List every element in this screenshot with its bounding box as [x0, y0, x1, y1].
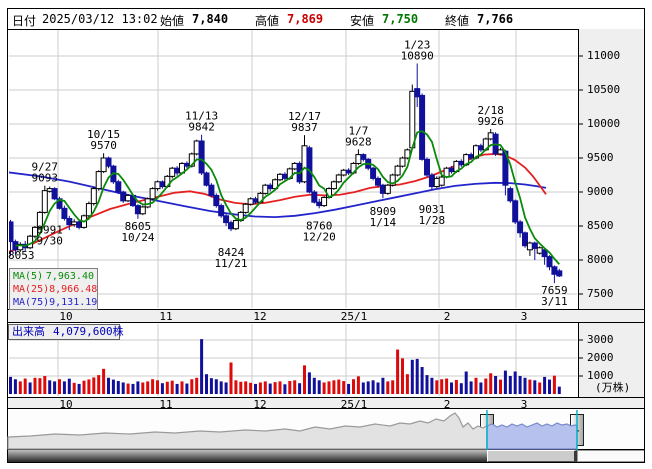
close-value: 7,766: [477, 12, 514, 26]
left-edge-low-annotation: 8053: [8, 249, 35, 262]
ma-legend-box: MA(5) 7,963.40 MA(25) 8,966.48 MA(75) 9,…: [9, 268, 98, 310]
scrollbar-thumb[interactable]: [487, 450, 577, 462]
volume-label: 出来高: [12, 325, 45, 338]
month-axis-bottom: 10 11 12 25/1 2 3: [8, 397, 644, 411]
year-label: 23: [132, 435, 146, 448]
volume-unit-label: (万株): [595, 381, 631, 394]
price-axis-label: 10000: [587, 117, 621, 130]
close-label: 終値: [445, 14, 470, 28]
price-axis-label: 9500: [587, 151, 614, 164]
scrollbar-track-empty[interactable]: [577, 450, 644, 462]
volume-axis-label: 1000: [587, 369, 614, 382]
ma75-value: 9,131.19: [49, 297, 98, 308]
month-label: 2: [443, 310, 451, 323]
month-axis-top: 10 11 12 25/1 2 3: [8, 309, 644, 323]
month-label: 3: [520, 398, 528, 411]
ma75-label: MA(75): [13, 297, 50, 308]
price-axis-label: 8000: [587, 253, 614, 266]
month-label: 11: [159, 398, 173, 411]
volume-value: 4,079,600株: [53, 325, 124, 338]
quote-header-bar: 日付 2025/03/12 13:02 始値 7,840 高値 7,869 安値…: [8, 9, 644, 30]
range-navigator[interactable]: 23 24 25 ◀ ▶: [8, 409, 644, 450]
ma25-label: MA(25): [13, 284, 50, 295]
year-label: 24: [284, 435, 298, 448]
horizontal-scrollbar[interactable]: [8, 450, 644, 462]
open-value: 7,840: [192, 12, 229, 26]
month-label: 25/1: [340, 310, 368, 323]
ma5-value: 7,963.40: [45, 271, 94, 282]
volume-axis-label: 2000: [587, 351, 614, 364]
scrollbar-track-filled[interactable]: [8, 450, 487, 462]
price-axis-label: 8500: [587, 219, 614, 232]
year-label: 25: [538, 435, 552, 448]
range-handle-left[interactable]: ◀: [480, 414, 494, 446]
ma5-label: MA(5): [13, 271, 44, 282]
window-frame: [7, 8, 645, 463]
month-label: 10: [59, 398, 73, 411]
price-axis-label: 7500: [587, 287, 614, 300]
month-label: 11: [159, 310, 173, 323]
month-label: 12: [253, 398, 267, 411]
range-handle-right[interactable]: ▶: [570, 414, 584, 446]
ma25-value: 8,966.48: [49, 284, 98, 295]
month-label: 25/1: [340, 398, 368, 411]
volume-axis: 3000 2000 1000 (万株): [578, 323, 644, 397]
month-label: 10: [59, 310, 73, 323]
price-axis-label: 10500: [587, 83, 621, 96]
date-value: 2025/03/12 13:02: [42, 12, 158, 26]
volume-axis-label: 3000: [587, 333, 614, 346]
month-label: 2: [443, 398, 451, 411]
low-value: 7,750: [382, 12, 419, 26]
open-label: 始値: [160, 14, 185, 28]
date-label: 日付: [12, 14, 37, 28]
price-axis-label: 11000: [587, 49, 621, 62]
month-label: 12: [253, 310, 267, 323]
low-label: 安値: [350, 14, 375, 28]
high-value: 7,869: [287, 12, 324, 26]
price-axis-label: 9000: [587, 185, 614, 198]
month-label: 3: [520, 310, 528, 323]
volume-readout-box: 出来高 4,079,600株: [8, 324, 124, 340]
price-axis: 11000 10500 10000 9500 9000 8500 8000 7500: [578, 29, 644, 309]
high-label: 高値: [255, 14, 280, 28]
